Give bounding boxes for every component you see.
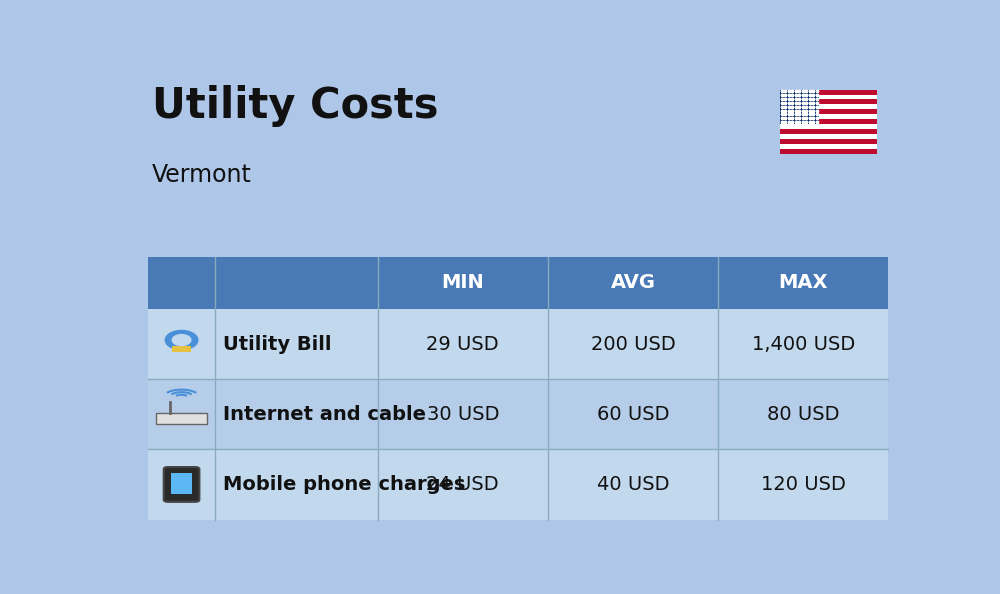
Text: Utility Bill: Utility Bill <box>223 334 331 353</box>
Bar <box>780 124 877 129</box>
Bar <box>780 90 877 94</box>
Bar <box>780 109 877 114</box>
Bar <box>780 119 877 124</box>
Text: 30 USD: 30 USD <box>427 405 499 424</box>
Bar <box>780 94 877 99</box>
Bar <box>148 257 215 309</box>
Bar <box>171 473 192 494</box>
Bar <box>148 309 888 379</box>
Bar <box>780 144 877 148</box>
Bar <box>148 450 888 520</box>
Text: 29 USD: 29 USD <box>426 334 499 353</box>
Bar <box>215 257 378 309</box>
FancyBboxPatch shape <box>164 467 199 502</box>
Bar <box>780 99 877 105</box>
Bar <box>780 105 877 109</box>
Text: Vermont: Vermont <box>152 163 252 187</box>
Text: Mobile phone charges: Mobile phone charges <box>223 475 465 494</box>
Bar <box>148 379 888 450</box>
Text: MIN: MIN <box>441 273 484 292</box>
Text: 200 USD: 200 USD <box>591 334 675 353</box>
Circle shape <box>172 334 191 346</box>
Bar <box>780 129 877 134</box>
Text: Internet and cable: Internet and cable <box>223 405 426 424</box>
Bar <box>378 257 548 309</box>
Bar <box>548 257 718 309</box>
Text: AVG: AVG <box>611 273 656 292</box>
Bar <box>780 90 819 124</box>
Text: MAX: MAX <box>779 273 828 292</box>
Text: 120 USD: 120 USD <box>761 475 846 494</box>
Text: 80 USD: 80 USD <box>767 405 840 424</box>
Bar <box>780 134 877 139</box>
Text: 24 USD: 24 USD <box>426 475 499 494</box>
Bar <box>780 114 877 119</box>
Bar <box>718 257 888 309</box>
Circle shape <box>165 330 198 350</box>
Bar <box>172 346 191 352</box>
Text: 40 USD: 40 USD <box>597 475 669 494</box>
Text: Utility Costs: Utility Costs <box>152 85 439 127</box>
Bar <box>156 413 207 424</box>
Text: 1,400 USD: 1,400 USD <box>752 334 855 353</box>
Bar <box>780 148 877 154</box>
Bar <box>780 139 877 144</box>
Text: 60 USD: 60 USD <box>597 405 669 424</box>
